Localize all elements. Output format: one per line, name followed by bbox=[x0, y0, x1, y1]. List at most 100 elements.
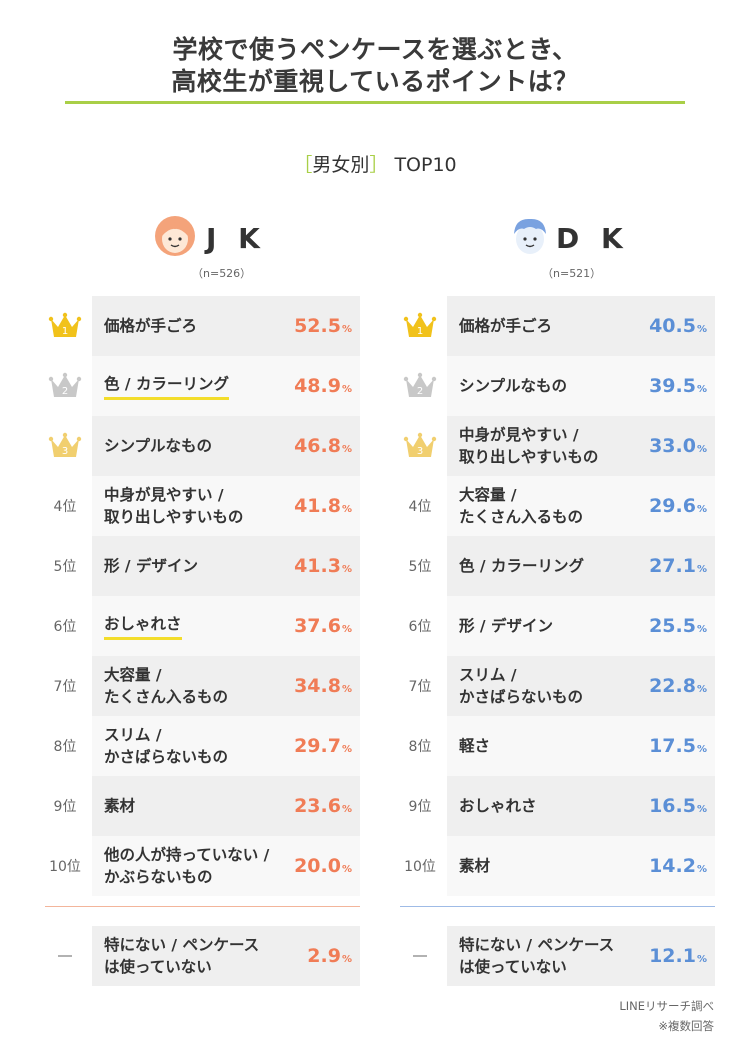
table-row: 1 価格が手ごろ 52.5% bbox=[45, 296, 360, 356]
percentage-value: 37.6% bbox=[294, 596, 352, 656]
item-label-text: 価格が手ごろ bbox=[459, 317, 553, 335]
rank-label: 7位 bbox=[53, 679, 77, 695]
row-cell: 中身が見やすい / 取り出しやすいもの 33.0% bbox=[447, 416, 715, 476]
rank-label: 4位 bbox=[408, 499, 432, 515]
row-cell: 素材 14.2% bbox=[447, 836, 715, 896]
item-label: 色 / カラーリング bbox=[104, 356, 304, 416]
row-cell: シンプルなもの 39.5% bbox=[447, 356, 715, 416]
item-label: 価格が手ごろ bbox=[104, 296, 304, 356]
source-note: LINEリサーチ調べ bbox=[619, 999, 714, 1013]
percentage-value: 27.1% bbox=[649, 536, 707, 596]
item-label: おしゃれさ bbox=[459, 776, 659, 836]
bracket-close: ］ bbox=[369, 154, 389, 176]
item-label: 素材 bbox=[104, 776, 304, 836]
percentage-value: 29.7% bbox=[294, 716, 352, 776]
percentage-number: 17.5 bbox=[649, 735, 696, 757]
rank-label: 10位 bbox=[404, 859, 436, 875]
item-label-text: 価格が手ごろ bbox=[104, 317, 198, 335]
percentage-number: 29.6 bbox=[649, 495, 696, 517]
item-label-text: おしゃれさ bbox=[104, 613, 182, 640]
percentage-value: 52.5% bbox=[294, 296, 352, 356]
rank-label: 9位 bbox=[53, 799, 77, 815]
table-row: 8位 軽さ 17.5% bbox=[400, 716, 715, 776]
table-row: 4位 大容量 / たくさん入るもの 29.6% bbox=[400, 476, 715, 536]
percentage-unit: % bbox=[341, 953, 352, 965]
dk-divider bbox=[400, 906, 715, 907]
rank-label: 5位 bbox=[53, 559, 77, 575]
rank-label: 10位 bbox=[49, 859, 81, 875]
rank-label: 6位 bbox=[53, 619, 77, 635]
percentage-unit: % bbox=[696, 623, 707, 635]
percentage-unit: % bbox=[341, 443, 352, 455]
rank-label: 8位 bbox=[408, 739, 432, 755]
table-row: 3 シンプルなもの 46.8% bbox=[45, 416, 360, 476]
jk-label: J K bbox=[206, 222, 266, 255]
item-label-text: 素材 bbox=[459, 857, 491, 875]
table-row: 2 シンプルなもの 39.5% bbox=[400, 356, 715, 416]
percentage-value: 33.0% bbox=[649, 416, 707, 476]
item-label: 特にない / ペンケース は使っていない bbox=[459, 926, 659, 986]
percentage-unit: % bbox=[696, 863, 707, 875]
percentage-unit: % bbox=[341, 683, 352, 695]
row-cell: 特にない / ペンケース は使っていない 2.9% bbox=[92, 926, 360, 986]
jk-divider bbox=[45, 906, 360, 907]
percentage-value: 2.9% bbox=[307, 926, 352, 986]
table-row: 8位 スリム / かさばらないもの 29.7% bbox=[45, 716, 360, 776]
svg-text:2: 2 bbox=[62, 386, 68, 397]
table-row: 9位 おしゃれさ 16.5% bbox=[400, 776, 715, 836]
item-label: シンプルなもの bbox=[104, 416, 304, 476]
row-cell: 中身が見やすい / 取り出しやすいもの 41.8% bbox=[92, 476, 360, 536]
percentage-number: 27.1 bbox=[649, 555, 696, 577]
percentage-unit: % bbox=[341, 863, 352, 875]
item-label: シンプルなもの bbox=[459, 356, 659, 416]
dk-sample-size: （n=521） bbox=[542, 267, 602, 280]
percentage-number: 33.0 bbox=[649, 435, 696, 457]
table-row: 2 色 / カラーリング 48.9% bbox=[45, 356, 360, 416]
percentage-number: 2.9 bbox=[307, 945, 341, 967]
percentage-number: 34.8 bbox=[294, 675, 341, 697]
percentage-unit: % bbox=[696, 323, 707, 335]
row-cell: 色 / カラーリング 27.1% bbox=[447, 536, 715, 596]
crown-icon: 3 bbox=[400, 416, 440, 476]
row-cell: 特にない / ペンケース は使っていない 12.1% bbox=[447, 926, 715, 986]
item-label-text: 形 / デザイン bbox=[104, 557, 198, 575]
percentage-number: 29.7 bbox=[294, 735, 341, 757]
row-cell: 軽さ 17.5% bbox=[447, 716, 715, 776]
table-row: 9位 素材 23.6% bbox=[45, 776, 360, 836]
percentage-unit: % bbox=[341, 563, 352, 575]
table-row: 10位 他の人が持っていない / かぶらないもの 20.0% bbox=[45, 836, 360, 896]
percentage-value: 48.9% bbox=[294, 356, 352, 416]
table-row: ― 特にない / ペンケース は使っていない 2.9% bbox=[45, 926, 360, 986]
rank-label: 5位 bbox=[408, 559, 432, 575]
percentage-value: 23.6% bbox=[294, 776, 352, 836]
percentage-value: 25.5% bbox=[649, 596, 707, 656]
percentage-unit: % bbox=[341, 623, 352, 635]
row-cell: 大容量 / たくさん入るもの 34.8% bbox=[92, 656, 360, 716]
item-label: 素材 bbox=[459, 836, 659, 896]
item-label-text: 色 / カラーリング bbox=[104, 373, 229, 400]
item-label: 色 / カラーリング bbox=[459, 536, 659, 596]
item-label-text: シンプルなもの bbox=[459, 377, 568, 395]
item-label: 価格が手ごろ bbox=[459, 296, 659, 356]
row-cell: おしゃれさ 37.6% bbox=[92, 596, 360, 656]
percentage-value: 41.8% bbox=[294, 476, 352, 536]
percentage-number: 14.2 bbox=[649, 855, 696, 877]
percentage-unit: % bbox=[341, 503, 352, 515]
row-cell: 価格が手ごろ 40.5% bbox=[447, 296, 715, 356]
item-label: 大容量 / たくさん入るもの bbox=[459, 476, 659, 536]
item-label-text: 素材 bbox=[104, 797, 136, 815]
table-row: 10位 素材 14.2% bbox=[400, 836, 715, 896]
rank-label: 9位 bbox=[408, 799, 432, 815]
row-cell: おしゃれさ 16.5% bbox=[447, 776, 715, 836]
table-row: 7位 スリム / かさばらないもの 22.8% bbox=[400, 656, 715, 716]
percentage-number: 41.3 bbox=[294, 555, 341, 577]
crown-icon: 3 bbox=[45, 416, 85, 476]
percentage-number: 52.5 bbox=[294, 315, 341, 337]
percentage-number: 41.8 bbox=[294, 495, 341, 517]
item-label: スリム / かさばらないもの bbox=[459, 656, 659, 716]
percentage-value: 39.5% bbox=[649, 356, 707, 416]
section-header: ［男女別］ TOP10 bbox=[0, 150, 750, 177]
percentage-value: 41.3% bbox=[294, 536, 352, 596]
item-label-text: スリム / かさばらないもの bbox=[459, 666, 584, 706]
row-cell: 大容量 / たくさん入るもの 29.6% bbox=[447, 476, 715, 536]
